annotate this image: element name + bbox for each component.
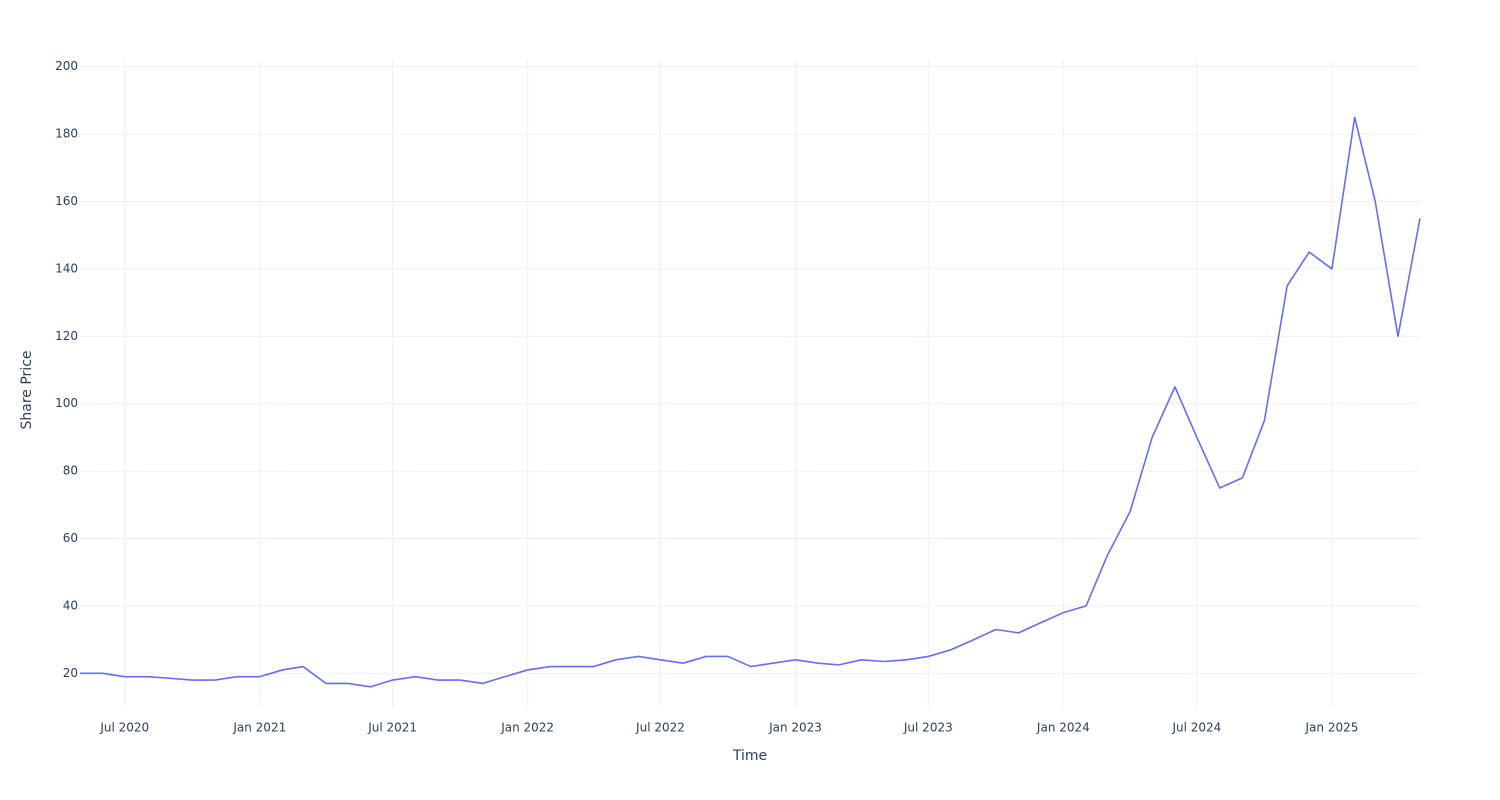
y-tick-label: 160 (55, 194, 78, 208)
x-tick-label: Jul 2022 (635, 721, 685, 735)
x-tick-label: Jul 2023 (903, 721, 953, 735)
y-tick-label: 20 (63, 666, 78, 680)
x-axis-title: Time (732, 748, 767, 764)
x-tick-label: Jan 2022 (500, 721, 554, 735)
x-tick-label: Jul 2021 (367, 721, 417, 735)
y-tick-label: 80 (63, 464, 78, 478)
x-tick-label: Jul 2024 (1171, 721, 1221, 735)
y-tick-label: 180 (55, 127, 78, 141)
y-axis-title: Share Price (19, 350, 35, 429)
y-tick-label: 40 (63, 598, 78, 612)
y-tick-label: 120 (55, 329, 78, 343)
price-line (80, 116, 1421, 688)
x-tick-label: Jan 2025 (1305, 721, 1359, 735)
x-tick-label: Jan 2024 (1036, 721, 1090, 735)
x-tick-label: Jan 2021 (232, 721, 286, 735)
x-tick-label: Jul 2020 (99, 721, 149, 735)
y-tick-label: 60 (63, 531, 78, 545)
y-tick-label: 140 (55, 261, 78, 275)
y-tick-label: 200 (55, 59, 78, 73)
y-tick-label: 100 (55, 396, 78, 410)
x-tick-label: Jan 2023 (768, 721, 822, 735)
